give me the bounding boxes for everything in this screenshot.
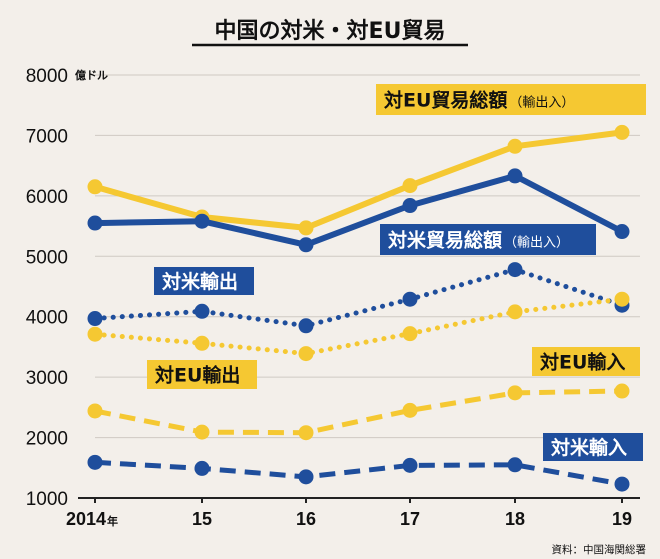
data-point <box>194 460 210 476</box>
data-point <box>298 237 314 253</box>
y-tick-label: 7000 <box>26 126 68 147</box>
data-point <box>402 198 418 214</box>
data-point <box>298 469 314 485</box>
chart-title-group: 中国の対米・対EU貿易 <box>192 19 468 47</box>
x-tick-label: 17 <box>400 509 420 529</box>
data-point <box>507 262 523 278</box>
x-tick-label: 18 <box>505 509 525 529</box>
data-point <box>614 224 630 240</box>
data-point <box>87 326 103 342</box>
x-tick-year-suffix: 年 <box>107 514 118 528</box>
series-label-main: 対EU貿易総額 <box>383 89 507 112</box>
data-point <box>507 457 523 473</box>
series-line <box>94 388 623 436</box>
data-point <box>87 403 103 419</box>
data-point <box>87 179 103 195</box>
series-label-main: 対米輸入 <box>550 436 627 459</box>
axis-layer: 1000 2000 3000 4000 5000 6000 7000 8000 2014年 15 1… <box>26 66 640 529</box>
data-point <box>402 402 418 418</box>
data-point <box>402 457 418 473</box>
series-label-background <box>154 267 254 295</box>
chart-title: 中国の対米・対EU貿易 <box>215 19 446 44</box>
series-label-sub: （輸出入） <box>504 236 569 251</box>
data-point <box>194 213 210 229</box>
x-tick-label: 16 <box>296 509 316 529</box>
series-label-box: 対米輸入 <box>543 433 643 461</box>
series-label-background <box>543 433 643 461</box>
series-label-box: 対米貿易総額 （輸出入） <box>380 224 596 255</box>
series-label-text: 対EU輸入 <box>539 351 625 374</box>
series-label-text: 対米輸入 <box>550 436 627 459</box>
y-tick-label: 2000 <box>26 429 68 450</box>
x-tick-label: 19 <box>612 509 632 529</box>
series-label-main: 対EU輸入 <box>539 351 625 374</box>
series-line <box>92 296 625 357</box>
series-label-text: 対米貿易総額 （輸出入） <box>387 229 569 252</box>
series-yellow-dashed <box>87 383 630 441</box>
data-point <box>507 385 523 401</box>
data-point <box>87 215 103 231</box>
y-axis-unit-label: 億ドル <box>75 68 108 82</box>
y-tick-label: 1000 <box>26 489 68 510</box>
series-line <box>94 459 623 487</box>
series-label-box: 対米輸出 <box>154 267 254 295</box>
data-point <box>194 303 210 319</box>
series-label-background <box>376 84 646 115</box>
source-note: 資料：中国海関総署 <box>552 543 647 556</box>
series-label-layer: 対EU貿易総額 （輸出入）対米貿易総額 （輸出入）対米輸出対EU輸出対EU輸入対米輸… <box>147 84 646 461</box>
data-point <box>614 383 630 399</box>
series-label-box: 対EU輸出 <box>147 360 257 389</box>
data-point <box>507 304 523 320</box>
data-point <box>87 311 103 327</box>
series-label-background <box>532 347 640 376</box>
y-tick-label: 3000 <box>26 368 68 389</box>
data-point <box>194 335 210 351</box>
series-label-background <box>380 224 596 255</box>
series-label-box: 対EU輸入 <box>532 347 640 376</box>
series-blue-dashed <box>87 454 630 492</box>
y-tick-label: 6000 <box>26 187 68 208</box>
data-point <box>87 454 103 470</box>
data-point <box>614 291 630 307</box>
series-yellow-dotted <box>87 291 630 362</box>
series-label-text: 対EU輸出 <box>154 364 240 387</box>
y-tick-label: 8000 <box>26 66 68 87</box>
data-point <box>402 178 418 194</box>
series-blue-solid <box>87 168 630 253</box>
data-point <box>402 291 418 307</box>
series-line <box>92 172 625 248</box>
series-yellow-solid <box>87 124 630 236</box>
data-point <box>298 318 314 334</box>
series-line <box>92 129 625 231</box>
data-point <box>614 476 630 492</box>
series-line <box>92 267 625 329</box>
data-point <box>507 138 523 154</box>
series-label-text: 対EU貿易総額 （輸出入） <box>383 89 574 112</box>
y-tick-label: 4000 <box>26 308 68 329</box>
data-point <box>298 346 314 362</box>
series-label-main: 対EU輸出 <box>154 364 240 387</box>
data-point <box>614 124 630 140</box>
data-point <box>298 425 314 441</box>
data-point <box>194 424 210 440</box>
data-point <box>402 326 418 342</box>
series-layer <box>87 124 630 492</box>
data-point <box>507 168 523 184</box>
data-point <box>298 220 314 236</box>
series-label-main: 対米輸出 <box>161 270 238 293</box>
y-tick-label: 5000 <box>26 247 68 268</box>
series-label-main: 対米貿易総額 <box>387 229 502 252</box>
x-tick-label: 2014年 <box>66 509 118 529</box>
series-label-background <box>147 360 257 389</box>
series-label-text: 対米輸出 <box>161 270 238 293</box>
series-label-box: 対EU貿易総額 （輸出入） <box>376 84 646 115</box>
x-tick-label: 15 <box>192 509 212 529</box>
series-label-sub: （輸出入） <box>509 96 574 111</box>
